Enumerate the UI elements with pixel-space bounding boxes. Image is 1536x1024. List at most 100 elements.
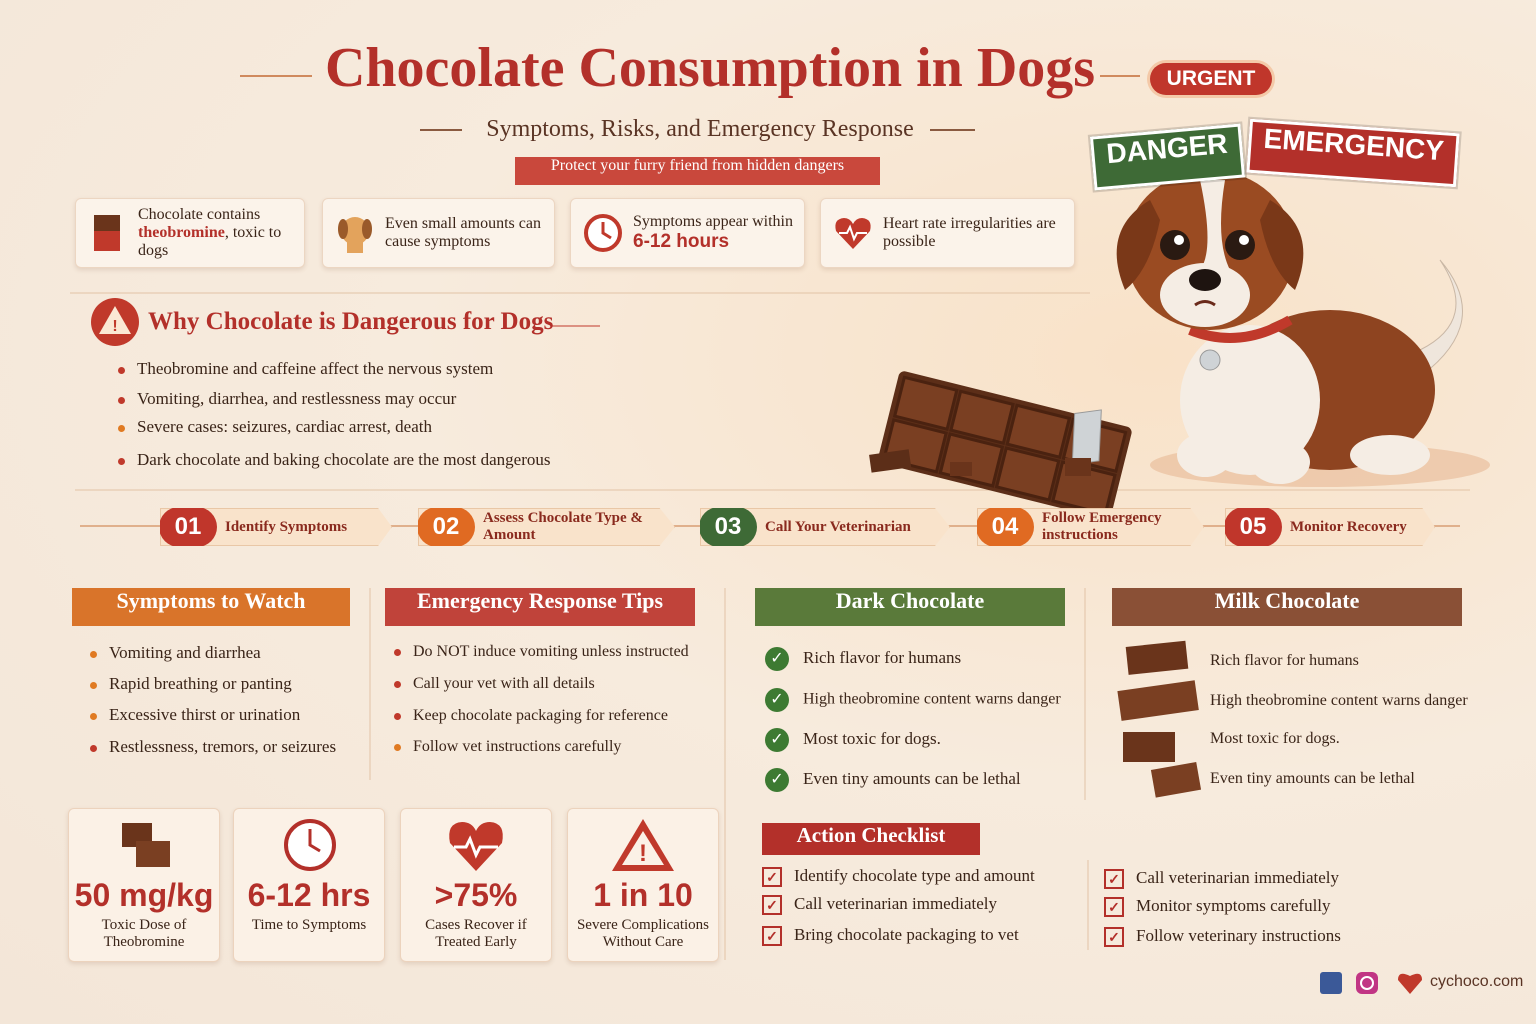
list-item: Rapid breathing or panting [90, 674, 292, 694]
checklist-item: ✓ Follow veterinary instructions [1104, 926, 1341, 948]
check-item: ✓ Rich flavor for humans [765, 647, 961, 671]
stat-icon: ! [612, 819, 674, 871]
step-number: 03 [700, 508, 757, 546]
step-number: 01 [160, 508, 217, 546]
step: 04 Follow Emergency instructions [977, 508, 1204, 546]
decoration [1194, 300, 1216, 307]
decoration: ! [112, 318, 117, 335]
decoration [1200, 180, 1230, 270]
fact-icon [584, 214, 622, 252]
footer-site: cychoco.com [1430, 973, 1524, 990]
fact-text: Chocolate contains [138, 206, 261, 223]
step-number: 02 [418, 508, 475, 546]
decoration [878, 371, 1132, 519]
stat-icon [122, 823, 170, 867]
stat-card: 50 mg/kg Toxic Dose of Theobromine [68, 808, 220, 962]
item-text: Rich flavor for humans [803, 647, 962, 667]
step: 02 Assess Chocolate Type & Amount [418, 508, 675, 546]
list-item: Call your vet with all details [394, 675, 595, 693]
checklist-item: ✓ Call veterinarian immediately [762, 894, 997, 916]
step: 03 Call Your Veterinarian [700, 508, 950, 546]
step-label: Assess Chocolate Type & Amount [483, 510, 643, 543]
decoration: ! [639, 840, 647, 867]
step-number: 05 [1225, 508, 1282, 546]
check-item: ✓ High theobromine content warns danger [765, 688, 1061, 712]
urgent-badge: URGENT [1150, 63, 1272, 95]
step: 05 Monitor Recovery [1225, 508, 1435, 546]
decoration: ✓ [762, 926, 782, 947]
fact-card: Chocolate contains theobromine, toxic to… [75, 198, 305, 268]
column-title: Symptoms to Watch [72, 588, 350, 626]
stat-card: ! 1 in 10 Severe Complications Without Ca… [567, 808, 719, 962]
list-item: Follow vet instructions carefully [394, 738, 621, 756]
fact-card: Even small amounts can cause symptoms [322, 198, 555, 268]
step-label: Identify Symptoms [225, 518, 348, 535]
stat-value: 50 mg/kg [74, 877, 214, 913]
milk-item: Most toxic for dogs. [1210, 730, 1340, 747]
checklist-title: Action Checklist [762, 823, 980, 855]
column-title: Milk Chocolate [1112, 588, 1462, 626]
stat-icon [284, 819, 336, 871]
decoration [994, 446, 1061, 502]
decoration [1125, 640, 1189, 675]
fact-text: , toxic to dogs [138, 224, 282, 259]
decoration [1005, 403, 1072, 460]
stat-label: Severe Complications Without Care [576, 917, 710, 950]
fact-strong: theobromine [138, 224, 225, 241]
list-item: Keep chocolate packaging for reference [394, 707, 668, 725]
stat-card: 6-12 hrs Time to Symptoms [233, 808, 385, 962]
checklist-item: ✓ Call veterinarian immediately [1104, 868, 1339, 890]
list-item: Theobromine and caffeine affect the nerv… [118, 359, 493, 379]
fact-text: Symptoms appear within [633, 213, 793, 230]
decoration: ✓ [765, 728, 789, 752]
decoration [338, 219, 348, 239]
decoration: ✓ [1104, 897, 1124, 918]
decoration: ✓ [762, 867, 782, 888]
title: Chocolate Consumption in Dogs [324, 37, 1096, 99]
decoration [449, 822, 503, 871]
fact-strong: 6-12 hours [633, 231, 730, 252]
decoration [1189, 269, 1221, 291]
stat-label: Time to Symptoms [251, 917, 367, 933]
decoration [1116, 170, 1490, 487]
item-text: Follow veterinary instructions [1136, 926, 1341, 945]
decoration [869, 449, 912, 473]
decoration: ✓ [765, 768, 789, 792]
decoration [1260, 200, 1304, 290]
fact-icon [338, 217, 372, 253]
decoration [362, 219, 372, 239]
decoration [949, 389, 1015, 445]
fact-card: Symptoms appear within 6-12 hours [570, 198, 805, 268]
decoration [1160, 263, 1250, 327]
stat-label: Cases Recover if Treated Early [425, 917, 527, 950]
decoration: ✓ [1104, 927, 1124, 948]
checklist-item: ✓ Monitor symptoms carefully [1104, 896, 1331, 918]
list-item: Dark chocolate and baking chocolate are … [118, 450, 551, 470]
decoration: ✓ [1104, 869, 1124, 890]
decoration [1360, 976, 1374, 990]
fact-text: Even small amounts can cause symptoms [385, 215, 541, 250]
column-title: Emergency Response Tips [385, 588, 695, 626]
decoration [892, 375, 959, 431]
decoration [1250, 440, 1310, 484]
milk-item: Rich flavor for humans [1210, 652, 1359, 669]
item-text: High theobromine content warns danger [803, 690, 1061, 708]
decoration: ✓ [765, 688, 789, 712]
list-item: Vomiting, diarrhea, and restlessness may… [118, 389, 456, 409]
stat-label: Toxic Dose of Theobromine [101, 917, 187, 950]
fact-icon [94, 215, 120, 251]
decoration [1188, 315, 1293, 343]
subtitle: Symptoms, Risks, and Emergency Response [486, 116, 914, 142]
decoration: Chocolate contains theobromine, toxic to… [138, 206, 294, 260]
milk-item: Even tiny amounts can be lethal [1210, 770, 1415, 787]
decoration [136, 841, 170, 867]
step-label: Call Your Veterinarian [765, 518, 911, 535]
item-text: Most toxic for dogs. [803, 728, 941, 748]
list-item: Severe cases: seizures, cardiac arrest, … [118, 417, 432, 437]
stat-value: >75% [434, 877, 518, 913]
list-item: Excessive thirst or urination [90, 705, 300, 725]
check-item: ✓ Most toxic for dogs. [765, 728, 941, 752]
decoration: Symptoms appear within 6-12 hours [633, 213, 794, 253]
